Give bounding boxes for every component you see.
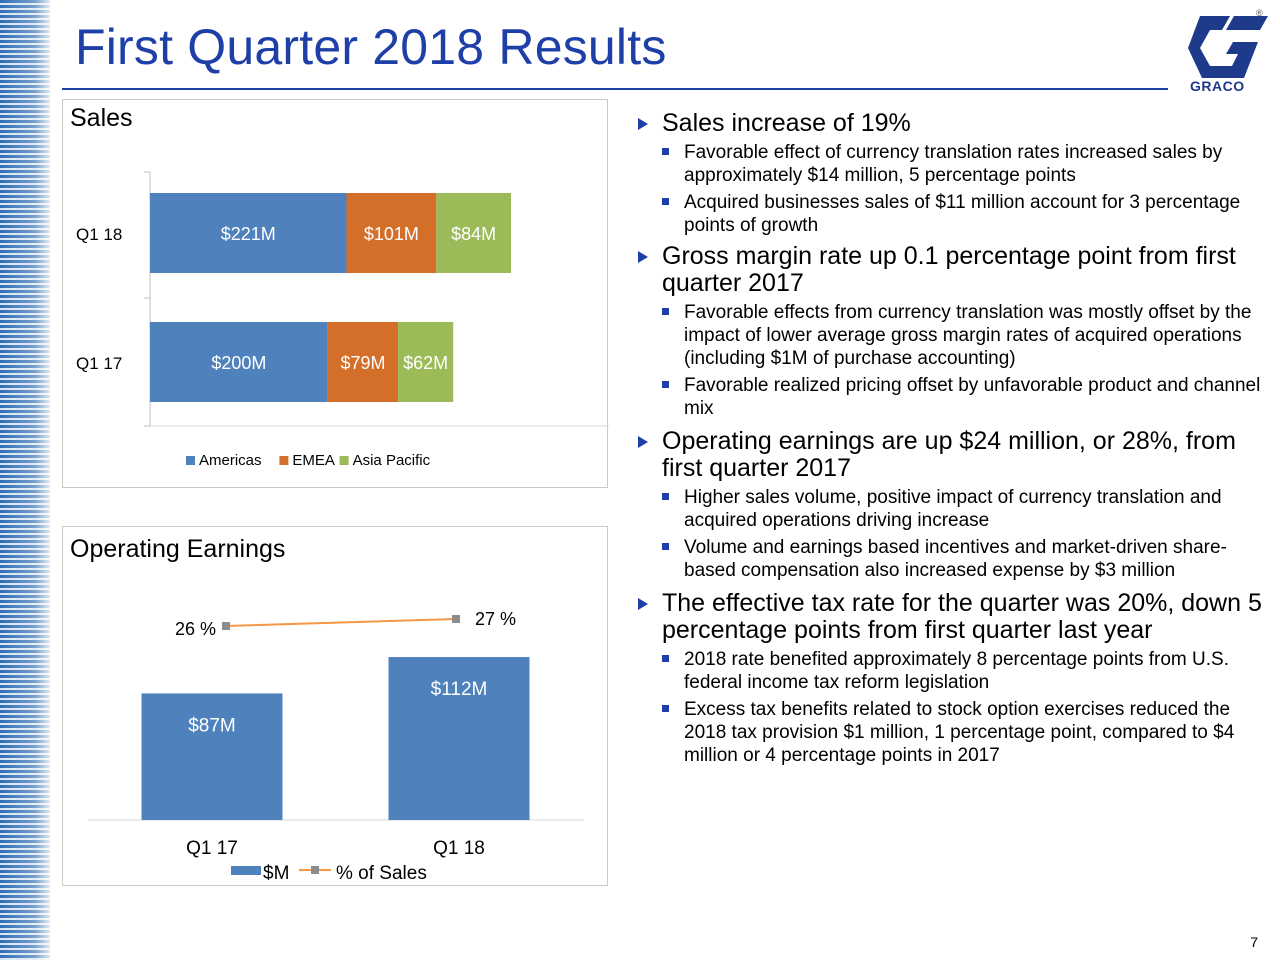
sales-category-label: Q1 17 — [76, 354, 122, 373]
oe-percent-label: 27 % — [475, 609, 516, 629]
sub-bullet-text: Acquired businesses sales of $11 million… — [684, 192, 1241, 236]
oe-legend-label: % of Sales — [336, 863, 427, 884]
registered-mark: ® — [1256, 8, 1263, 18]
oe-bar-label: $87M — [188, 715, 236, 736]
square-bullet-icon — [662, 493, 669, 500]
sub-bullet: Favorable effects from currency translat… — [636, 301, 1266, 370]
sub-bullet-text: 2018 rate benefited approximately 8 perc… — [684, 649, 1229, 693]
graco-logo-icon — [1188, 16, 1268, 78]
bullet-text: Sales increase of 19% — [662, 109, 911, 137]
sales-bar-segment — [398, 322, 454, 402]
sales-legend-swatch — [339, 456, 349, 465]
bullet-sales: Sales increase of 19% — [636, 110, 1266, 137]
square-bullet-icon — [662, 308, 669, 315]
sub-bullet: Volume and earnings based incentives and… — [636, 536, 1266, 582]
square-bullet-icon — [662, 543, 669, 550]
sales-legend-swatch — [279, 456, 289, 465]
title-underline — [62, 88, 1168, 90]
sales-stacked-bar-chart: Q1 18 $221M $101M $84M Q1 17 $200M $79M $62M Ame… — [76, 171, 609, 469]
oe-category-label: Q1 18 — [433, 838, 485, 859]
sales-chart-panel: Sales Q1 18 $221M $101M $84M Q1 17 $200M $79M $… — [62, 99, 609, 488]
sales-data-label: $62M — [403, 353, 448, 373]
sub-bullet: Higher sales volume, positive impact of … — [636, 486, 1266, 532]
sales-category-label: Q1 18 — [76, 225, 122, 244]
slide-title: First Quarter 2018 Results — [75, 19, 667, 75]
operating-earnings-combo-chart: $87M Q1 17 $112M Q1 18 26 % 27 % $M % of Sales — [88, 609, 584, 884]
oe-category-label: Q1 17 — [186, 838, 238, 859]
sub-bullet: Favorable realized pricing offset by unf… — [636, 374, 1266, 420]
sales-data-label: $84M — [451, 224, 496, 244]
sales-chart-title: Sales — [70, 104, 133, 132]
oe-legend-swatch — [231, 866, 261, 875]
triangle-bullet-icon — [638, 118, 648, 130]
sub-bullet-text: Favorable realized pricing offset by unf… — [684, 375, 1261, 419]
oe-legend-label: $M — [263, 863, 289, 884]
sales-bar-segment — [436, 193, 511, 273]
square-bullet-icon — [662, 705, 669, 712]
bullet-tax-rate: The effective tax rate for the quarter w… — [636, 590, 1266, 644]
oe-bar — [141, 693, 283, 820]
sub-bullet: Favorable effect of currency translation… — [636, 141, 1266, 187]
oe-legend-marker — [311, 866, 319, 874]
page-number: 7 — [1250, 934, 1258, 950]
triangle-bullet-icon — [638, 598, 648, 610]
sales-bar-segment — [346, 193, 437, 273]
sales-legend-swatch — [186, 456, 195, 465]
sales-data-label: $101M — [364, 224, 419, 244]
sub-bullet-text: Excess tax benefits related to stock opt… — [684, 699, 1235, 766]
sub-bullet-text: Higher sales volume, positive impact of … — [684, 487, 1222, 531]
square-bullet-icon — [662, 198, 669, 205]
logo-wordmark: GRACO — [1190, 78, 1245, 94]
sales-legend-label: Americas — [199, 452, 262, 469]
sales-legend-label: Asia Pacific — [353, 452, 431, 469]
triangle-bullet-icon — [638, 251, 648, 263]
sub-bullet: Excess tax benefits related to stock opt… — [636, 698, 1266, 767]
oe-percent-marker — [452, 615, 460, 623]
bullet-gross-margin: Gross margin rate up 0.1 percentage poin… — [636, 243, 1266, 297]
bullet-operating-earnings: Operating earnings are up $24 million, o… — [636, 428, 1266, 482]
sub-bullet: Acquired businesses sales of $11 million… — [636, 191, 1266, 237]
oe-bar-label: $112M — [431, 679, 488, 700]
bullet-text: Operating earnings are up $24 million, o… — [662, 427, 1236, 482]
sub-bullet-text: Favorable effects from currency translat… — [684, 302, 1252, 369]
sub-bullet-text: Volume and earnings based incentives and… — [684, 537, 1227, 581]
oe-percent-line — [225, 618, 457, 627]
square-bullet-icon — [662, 655, 669, 662]
oe-percent-marker — [222, 622, 230, 630]
oe-bar — [388, 657, 530, 820]
decorative-stripe-bar — [0, 0, 50, 960]
bullet-text: The effective tax rate for the quarter w… — [662, 589, 1262, 644]
operating-earnings-panel: Operating Earnings $87M Q1 17 $112M Q1 18 26… — [62, 526, 608, 886]
square-bullet-icon — [662, 381, 669, 388]
triangle-bullet-icon — [638, 436, 648, 448]
operating-earnings-title: Operating Earnings — [70, 535, 286, 563]
sales-bar-segment — [150, 193, 347, 273]
sales-bar-segment — [327, 322, 399, 402]
results-bullet-list: Sales increase of 19% Favorable effect o… — [636, 110, 1266, 771]
sub-bullet-text: Favorable effect of currency translation… — [684, 142, 1223, 186]
sales-legend-label: EMEA — [292, 452, 335, 469]
sales-data-label: $79M — [340, 353, 385, 373]
sales-bar-segment — [150, 322, 328, 402]
oe-percent-label: 26 % — [175, 619, 216, 639]
bullet-text: Gross margin rate up 0.1 percentage poin… — [662, 242, 1236, 297]
square-bullet-icon — [662, 148, 669, 155]
sub-bullet: 2018 rate benefited approximately 8 perc… — [636, 648, 1266, 694]
sales-data-label: $200M — [211, 353, 266, 373]
sales-data-label: $221M — [221, 224, 276, 244]
